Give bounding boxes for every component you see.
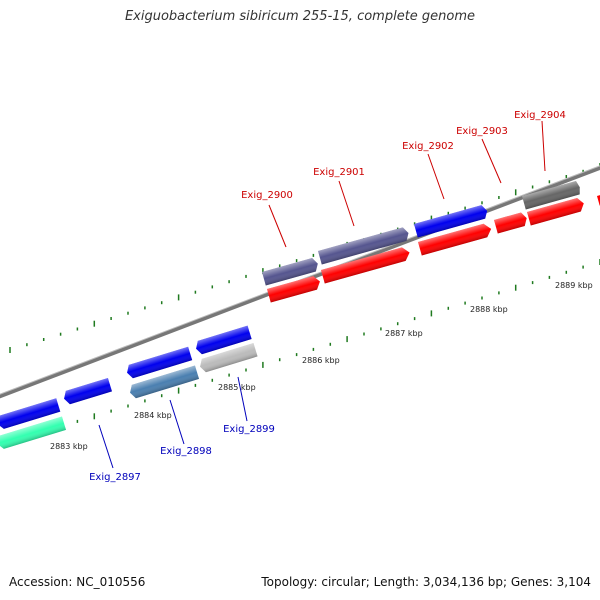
- gene-blue-mid-2[interactable]: [194, 325, 252, 356]
- gene-blue-left-1[interactable]: [0, 398, 61, 430]
- gene-red-2[interactable]: [321, 246, 411, 284]
- gene-red-4[interactable]: [494, 211, 529, 234]
- gene-red-3[interactable]: [418, 222, 493, 256]
- leader-exig-2902: [427, 153, 445, 200]
- gene-red-5[interactable]: [527, 197, 586, 226]
- gene-label-exig-2902[interactable]: Exig_2902: [402, 141, 454, 152]
- genome-title: Exiguobacterium sibiricum 255-15, comple…: [124, 9, 476, 24]
- upper-tick-row: [9, 163, 600, 353]
- label-leader-lines: [98, 120, 546, 469]
- leader-exig-2904: [541, 120, 546, 172]
- gene-exig-2902-blue[interactable]: [414, 204, 489, 238]
- kbp-label-2888: 2888 kbp: [470, 305, 508, 314]
- gene-label-exig-2903[interactable]: Exig_2903: [456, 126, 508, 137]
- leader-exig-2897: [98, 424, 114, 469]
- kbp-label-2886: 2886 kbp: [302, 356, 340, 365]
- gene-label-exig-2904[interactable]: Exig_2904: [514, 110, 566, 121]
- gene-label-exig-2899[interactable]: Exig_2899: [223, 424, 275, 435]
- gene-exig-2904-darkgrey[interactable]: [522, 180, 582, 210]
- gene-red-1[interactable]: [267, 275, 322, 303]
- gene-blue-mid-1[interactable]: [125, 346, 193, 380]
- kbp-label-2883: 2883 kbp: [50, 442, 88, 451]
- topology-text: Topology: circular; Length: 3,034,136 bp…: [261, 575, 591, 589]
- accession-text: Accession: NC_010556: [9, 575, 146, 589]
- gene-label-exig-2898[interactable]: Exig_2898: [160, 446, 212, 457]
- gene-label-exig-2897[interactable]: Exig_2897: [89, 472, 141, 483]
- gene-exig-2897-blue[interactable]: [62, 377, 112, 405]
- gene-exig-2899-grey[interactable]: [198, 343, 258, 373]
- gene-exig-2900-purple[interactable]: [262, 257, 320, 286]
- kbp-label-2887: 2887 kbp: [385, 329, 423, 338]
- kbp-label-2884: 2884 kbp: [134, 411, 172, 420]
- kbp-label-2885: 2885 kbp: [218, 383, 256, 392]
- leader-exig-2903: [481, 138, 502, 184]
- gene-mint[interactable]: [0, 416, 67, 451]
- leader-exig-2898: [169, 399, 185, 445]
- gene-label-exig-2900[interactable]: Exig_2900: [241, 190, 293, 201]
- gene-exig-2898-teal[interactable]: [128, 365, 200, 400]
- gene-label-exig-2901[interactable]: Exig_2901: [313, 167, 365, 178]
- gene-exig-2901-purple[interactable]: [318, 226, 410, 265]
- leader-exig-2901: [338, 180, 355, 227]
- kbp-label-2889: 2889 kbp: [555, 281, 593, 290]
- leader-exig-2900: [268, 204, 287, 248]
- leader-exig-2899: [237, 376, 248, 422]
